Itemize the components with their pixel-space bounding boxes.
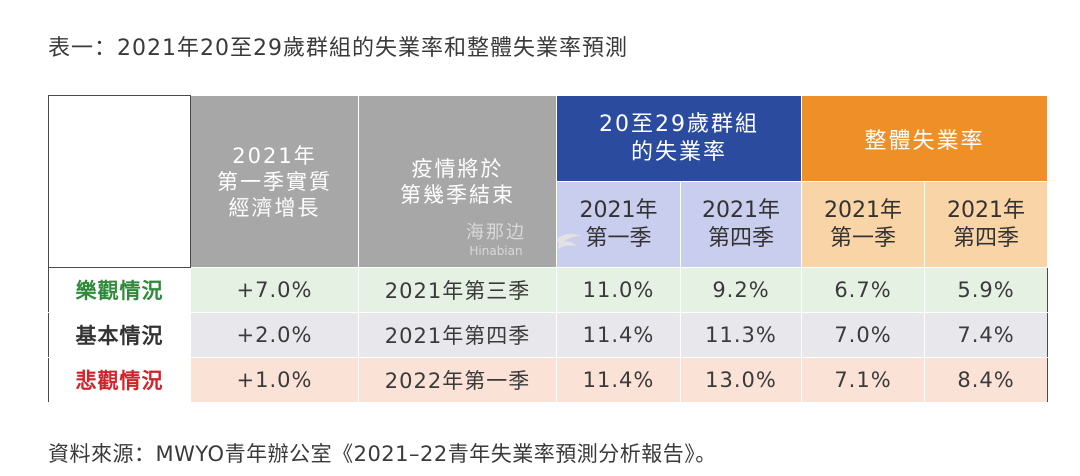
subheader-youth-q1-quarter: 第一季 (585, 225, 652, 251)
row-label-pessimistic: 悲觀情況 (48, 357, 191, 403)
cell-youth-q4: 13.0% (680, 357, 802, 403)
header-youth-unemployment: 20至29歲群組 的失業率 (556, 95, 802, 182)
cell-overall-q4: 7.4% (923, 312, 1049, 358)
header-youth-line1: 20至29歲群組 (599, 111, 759, 137)
cell-overall-q1: 7.1% (801, 357, 925, 403)
subheader-overall-q4-year: 2021年 (947, 197, 1025, 223)
table-row-baseline: 基本情況 +2.0% 2021年第四季 11.4% 11.3% 7.0% 7.4… (48, 312, 1049, 358)
subheader-overall-q1: 2021年 第一季 (801, 181, 925, 268)
cell-youth-q1: 11.0% (556, 267, 681, 313)
watermark-logo-icon (556, 233, 582, 250)
header-epi-line1: 疫情將於 (411, 156, 504, 181)
cell-overall-q4: 5.9% (923, 267, 1049, 313)
header-corner-cell (48, 95, 191, 268)
subheader-youth-q4: 2021年 第四季 (680, 181, 802, 268)
table-row-optimistic: 樂觀情況 +7.0% 2021年第三季 11.0% 9.2% 6.7% 5.9% (48, 267, 1049, 313)
cell-overall-q4: 8.4% (923, 357, 1049, 403)
cell-youth-q1: 11.4% (556, 312, 681, 358)
subheader-youth-q1-year: 2021年 (579, 197, 658, 223)
subheader-youth-q4-year: 2021年 (702, 197, 780, 223)
header-youth-line2: 的失業率 (630, 139, 727, 165)
cell-epidemic-end: 2021年第三季 (358, 267, 557, 313)
cell-overall-q1: 6.7% (801, 267, 925, 313)
cell-gdp: +2.0% (190, 312, 359, 358)
subheader-youth-q4-quarter: 第四季 (707, 225, 774, 251)
header-gdp-line1: 2021年 (232, 143, 317, 168)
subheader-youth-q1: 2021年 第一季 (556, 181, 681, 268)
cell-epidemic-end: 2022年第一季 (358, 357, 557, 403)
cell-youth-q1: 11.4% (556, 357, 681, 403)
header-gdp-line3: 經濟增長 (228, 195, 321, 220)
header-overall-unemployment: 整體失業率 (800, 95, 1049, 182)
table-title: 表一：2021年20至29歲群組的失業率和整體失業率預測 (48, 36, 628, 61)
subheader-overall-q1-year: 2021年 (824, 197, 902, 223)
cell-youth-q4: 9.2% (680, 267, 802, 313)
header-gdp-line2: 第一季實質 (217, 169, 332, 194)
subheader-overall-q1-quarter: 第一季 (829, 225, 896, 251)
subheader-overall-q4: 2021年 第四季 (923, 181, 1049, 268)
row-label-baseline: 基本情況 (48, 312, 191, 358)
header-epidemic-end: 疫情將於 第幾季結束 (358, 95, 557, 268)
cell-overall-q1: 7.0% (801, 312, 925, 358)
table-row-pessimistic: 悲觀情況 +1.0% 2022年第一季 11.4% 13.0% 7.1% 8.4… (48, 357, 1049, 403)
cell-gdp: +7.0% (190, 267, 359, 313)
subheader-overall-q4-quarter: 第四季 (953, 225, 1020, 251)
cell-youth-q4: 11.3% (680, 312, 802, 358)
header-epi-line2: 第幾季結束 (400, 182, 515, 207)
cell-gdp: +1.0% (190, 357, 359, 403)
unemployment-forecast-table: 2021年 第一季實質 經濟增長 疫情將於 第幾季結束 20至29歲群組 的失業… (48, 95, 1049, 403)
row-label-optimistic: 樂觀情況 (48, 267, 191, 313)
cell-epidemic-end: 2021年第四季 (358, 312, 557, 358)
header-gdp-growth: 2021年 第一季實質 經濟增長 (190, 95, 359, 268)
source-note: 資料來源：MWYO青年辦公室《2021–22青年失業率預測分析報告》。 (48, 442, 717, 466)
